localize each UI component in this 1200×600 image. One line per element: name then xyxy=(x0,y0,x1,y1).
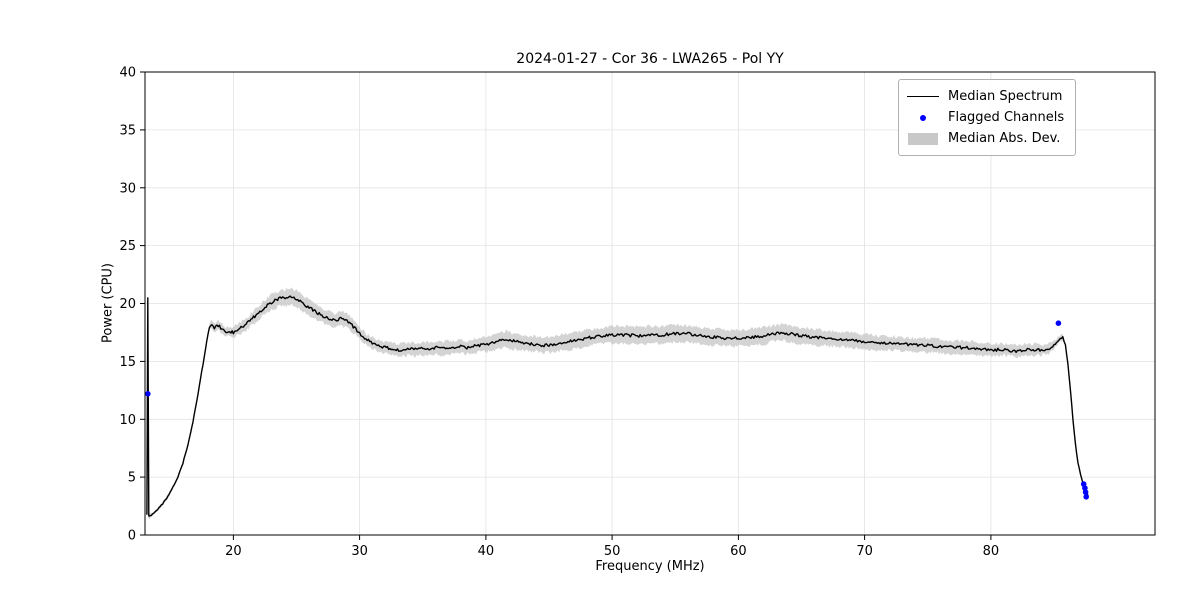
legend-entry-median-spectrum: Median Spectrum xyxy=(907,86,1065,107)
mad-band-sample xyxy=(908,132,938,145)
axis-ticks xyxy=(140,71,992,540)
svg-text:40: 40 xyxy=(119,66,136,81)
line-swatch-icon xyxy=(907,96,939,97)
median-spectrum-line xyxy=(146,295,1089,517)
legend-entry-flagged-channels: Flagged Channels xyxy=(907,107,1065,128)
svg-text:20: 20 xyxy=(225,544,242,559)
svg-text:0: 0 xyxy=(128,529,136,544)
svg-text:40: 40 xyxy=(478,544,495,559)
legend-label: Median Abs. Dev. xyxy=(948,131,1061,146)
svg-text:35: 35 xyxy=(119,123,136,138)
legend-label: Median Spectrum xyxy=(948,89,1063,104)
y-axis-label: Power (CPU) xyxy=(100,262,116,344)
flagged-channel-dots xyxy=(145,320,1089,500)
svg-text:30: 30 xyxy=(119,181,136,196)
mad-band xyxy=(146,287,1089,520)
svg-text:10: 10 xyxy=(119,413,136,428)
dot-swatch-icon xyxy=(907,114,939,121)
x-axis-label: Frequency (MHz) xyxy=(595,559,705,574)
tick-labels: 20 30 40 50 60 70 80 0 5 10 15 20 25 30 35 40 xyxy=(119,66,999,560)
legend: Median Spectrum Flagged Channels Median … xyxy=(898,79,1076,156)
chart-title: 2024-01-27 - Cor 36 - LWA265 - Pol YY xyxy=(516,51,784,67)
svg-text:20: 20 xyxy=(119,297,136,312)
svg-text:25: 25 xyxy=(119,239,136,254)
legend-entry-median-abs-dev: Median Abs. Dev. xyxy=(907,128,1065,149)
flagged-channel-marker-sample xyxy=(920,114,926,121)
svg-text:30: 30 xyxy=(351,544,368,559)
svg-text:80: 80 xyxy=(983,544,1000,559)
svg-text:70: 70 xyxy=(856,544,873,559)
svg-text:5: 5 xyxy=(128,471,136,486)
svg-text:50: 50 xyxy=(604,544,621,559)
median-spectrum-line-sample xyxy=(907,96,939,97)
band-swatch-icon xyxy=(907,132,939,145)
svg-text:15: 15 xyxy=(119,355,136,370)
legend-label: Flagged Channels xyxy=(948,110,1065,125)
svg-text:60: 60 xyxy=(730,544,747,559)
